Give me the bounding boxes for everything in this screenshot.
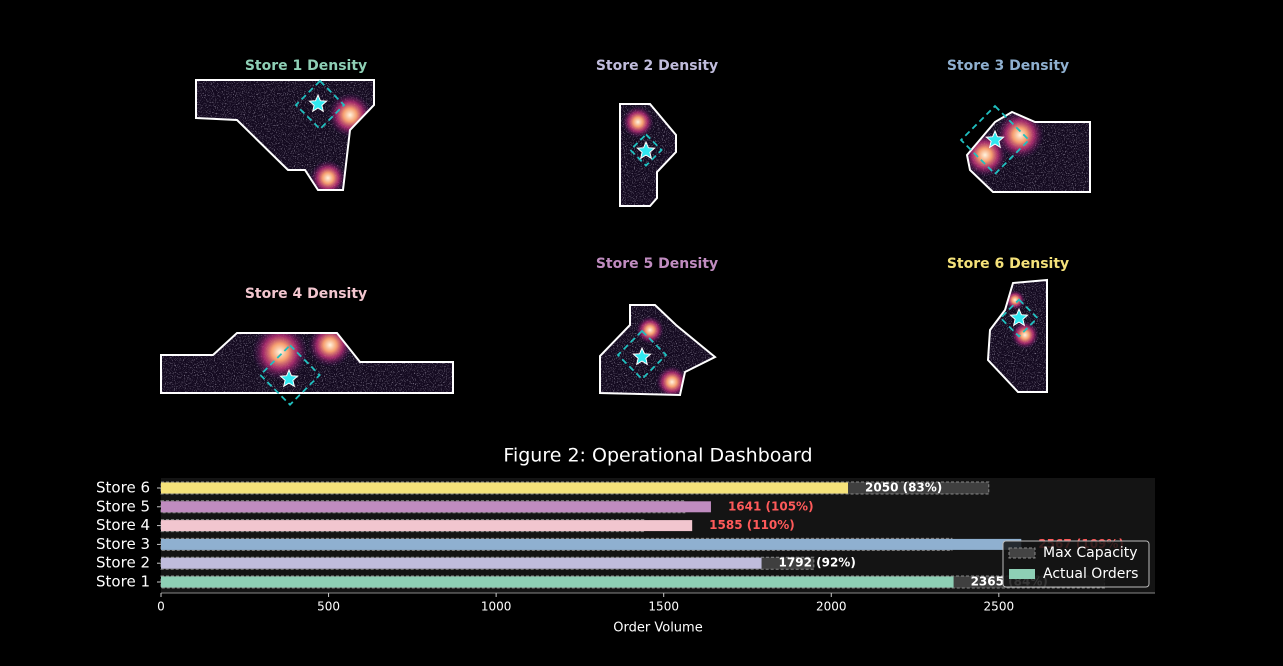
store-star <box>308 93 328 113</box>
legend-label: Actual Orders <box>1043 566 1138 582</box>
density-hotspot <box>252 333 308 380</box>
zone-outline <box>195 79 375 191</box>
panel-title: Store 1 Density <box>245 58 367 74</box>
zone-outline <box>160 332 454 394</box>
x-tick-label: 500 <box>317 600 340 614</box>
y-tick-label: Store 2 <box>96 554 150 572</box>
density-hotspot <box>310 160 346 190</box>
x-axis-label: Order Volume <box>613 621 702 636</box>
y-tick-label: Store 5 <box>96 497 150 515</box>
x-tick-label: 0 <box>157 600 165 614</box>
store-star <box>985 129 1005 149</box>
y-tick-label: Store 6 <box>96 479 150 497</box>
x-tick-label: 1000 <box>481 600 512 614</box>
density-hotspot <box>656 366 688 395</box>
density-panel <box>600 305 715 395</box>
zone-outline <box>965 110 1091 193</box>
y-tick-label: Store 1 <box>96 573 150 591</box>
chart-title: Figure 2: Operational Dashboard <box>503 445 812 467</box>
service-zone <box>959 104 1031 176</box>
zone-outline <box>599 304 717 397</box>
legend-label: Max Capacity <box>1043 545 1138 561</box>
actual-bar <box>161 482 849 494</box>
store-star <box>279 368 299 388</box>
density-panel <box>967 112 1090 192</box>
value-label: 1641 (105%) <box>728 499 814 513</box>
x-tick-label: 2000 <box>816 600 847 614</box>
service-zone <box>294 79 346 131</box>
service-zone <box>616 329 668 381</box>
density-hotspot <box>1011 321 1039 349</box>
panel-title: Store 6 Density <box>947 256 1069 272</box>
panel-title: Store 3 Density <box>947 58 1069 74</box>
actual-bar <box>161 557 762 569</box>
density-panel <box>196 80 374 190</box>
panel-title: Store 5 Density <box>596 256 718 272</box>
zone-outline <box>986 278 1048 393</box>
y-tick-label: Store 3 <box>96 535 150 553</box>
legend-swatch <box>1009 569 1035 579</box>
actual-bar <box>161 501 711 513</box>
plot-bg <box>161 478 1155 593</box>
store-star <box>636 140 656 160</box>
service-zone <box>259 344 321 406</box>
density-hotspot <box>996 112 1044 159</box>
legend-box <box>1002 540 1150 588</box>
value-label: 1792 (92%) <box>779 556 856 570</box>
service-zone <box>999 298 1039 338</box>
actual-bar <box>161 538 1022 550</box>
density-hotspot <box>622 106 654 138</box>
panel-title: Store 2 Density <box>596 58 718 74</box>
zone-outline <box>619 103 677 207</box>
actual-bar <box>161 520 693 532</box>
store-star <box>1009 307 1029 327</box>
y-tick-label: Store 4 <box>96 516 150 534</box>
service-zone <box>629 133 663 167</box>
density-hotspot <box>636 316 664 344</box>
value-label: 2050 (83%) <box>865 481 942 495</box>
x-tick-label: 1500 <box>648 600 679 614</box>
x-tick-label: 2500 <box>984 600 1015 614</box>
panel-title: Store 4 Density <box>245 286 367 302</box>
store-star <box>632 346 652 366</box>
actual-bar <box>161 576 954 588</box>
legend-swatch <box>1008 547 1036 559</box>
value-label: 1585 (110%) <box>709 518 795 532</box>
